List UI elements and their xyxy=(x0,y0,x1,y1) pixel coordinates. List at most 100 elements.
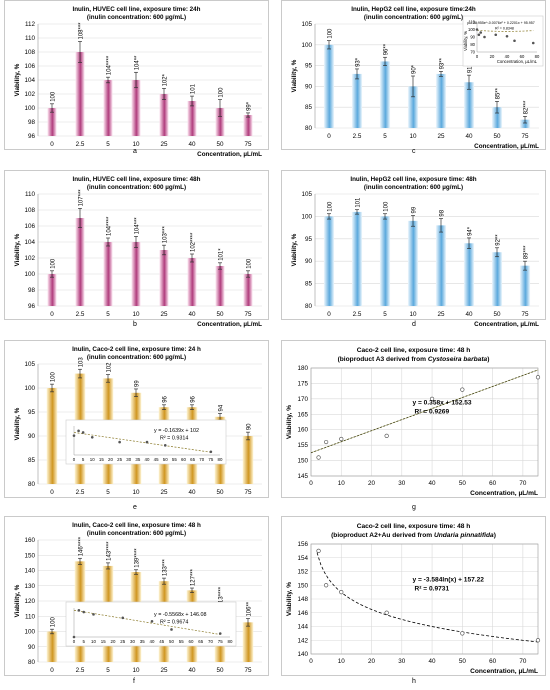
scatter-chart-g: Caco-2 cell line, exposure time: 48 h (bi… xyxy=(281,340,546,498)
data-label: 108*** xyxy=(79,22,85,40)
x-tick-label: 5 xyxy=(106,141,110,148)
x-tick-label: 2.5 xyxy=(76,489,85,496)
bar xyxy=(131,242,141,306)
data-label: 104**** xyxy=(107,216,113,236)
y-tick-label: 142 xyxy=(297,637,308,644)
chart-panel-c: Inulin, HepG2 cell line, exposure time:2… xyxy=(281,0,546,160)
x-tick-label: 25 xyxy=(437,311,445,318)
bar-chart-e: Inulin, Caco-2 cell line, exposure time:… xyxy=(4,340,269,498)
x-tick-label: 40 xyxy=(188,489,196,496)
x-tick-label: 5 xyxy=(106,489,110,496)
bar xyxy=(351,211,363,306)
inset-x-tick: 20 xyxy=(108,457,113,462)
x-tick-label: 75 xyxy=(244,311,252,318)
x-tick-label: 0 xyxy=(50,667,54,674)
y-tick-label: 98 xyxy=(28,119,36,126)
inset-point xyxy=(475,28,479,31)
x-tick-label: 25 xyxy=(160,311,168,318)
inset-x-tick: 65 xyxy=(190,457,195,462)
y-tick-label: 100 xyxy=(301,213,312,220)
bar xyxy=(463,243,475,306)
chart-panel-b: Inulin, HUVEC cell line, exposure time: … xyxy=(4,170,269,330)
chart-panel-e: Inulin, Caco-2 cell line, exposure time:… xyxy=(4,340,269,500)
data-point xyxy=(316,548,321,553)
data-label: 99 xyxy=(135,380,141,387)
inset-x-tick: 55 xyxy=(179,639,184,644)
inset-point xyxy=(209,450,213,454)
x-tick-label: 0 xyxy=(309,480,313,487)
data-label: 100 xyxy=(384,201,390,212)
y-axis-label: Viability, % xyxy=(286,582,293,616)
chart-subtitle: (bioproduct A2+Au derived from Undaria p… xyxy=(331,532,496,539)
x-tick-label: 2.5 xyxy=(76,667,85,674)
inset-point xyxy=(72,635,76,639)
chart-panel-h: Caco-2 cell line, exposure time: 48 h (bi… xyxy=(281,516,546,676)
inset-chart: 0 5 10 15 20 25 30 35 40 45 50 55 60 65 70 75 80 y = -0.5… xyxy=(65,601,237,647)
bar xyxy=(242,622,254,662)
inset-point xyxy=(77,429,80,433)
y-tick-label: 90 xyxy=(305,258,313,265)
data-label: 100 xyxy=(247,258,253,269)
bar xyxy=(187,101,197,136)
inset-point xyxy=(82,610,86,614)
chart-panel-d: Inulin, HepG2 cell line, exposure time: … xyxy=(281,170,546,330)
inset-point xyxy=(145,440,149,444)
inset-point xyxy=(494,33,498,37)
inset-x-tick: 5 xyxy=(82,457,85,462)
inset-point xyxy=(121,616,125,620)
bar-chart-a: Inulin, HUVEC cell line, exposure time: … xyxy=(4,0,269,158)
x-axis-label: Concentration, µL/mL xyxy=(474,143,539,150)
chart-subtitle: (inulin concentration: 600 µg/mL) xyxy=(364,184,463,191)
data-label: 101* xyxy=(219,248,225,261)
x-tick-label: 2.5 xyxy=(353,133,362,140)
bar xyxy=(519,119,531,128)
data-point xyxy=(460,631,465,636)
x-tick-label: 40 xyxy=(429,480,437,487)
data-point xyxy=(324,439,329,445)
data-point xyxy=(535,375,541,380)
inset-x-tick: 25 xyxy=(120,639,125,644)
x-tick-label: 20 xyxy=(368,658,376,665)
bar xyxy=(351,73,363,128)
y-tick-label: 80 xyxy=(28,659,36,666)
inset-x-tick: 0 xyxy=(73,457,76,462)
y-tick-label: 120 xyxy=(24,598,35,605)
y-tick-label: 85 xyxy=(28,457,36,464)
inset-point xyxy=(163,444,167,447)
y-tick-label: 80 xyxy=(28,481,36,488)
inset-point xyxy=(150,620,154,623)
y-axis-label: Viability, % xyxy=(14,584,21,617)
data-point xyxy=(429,396,435,401)
x-tick-label: 10 xyxy=(338,658,346,665)
bar xyxy=(159,94,169,136)
x-tick-label: 20 xyxy=(368,480,376,487)
bar xyxy=(103,242,113,306)
inset-trendline xyxy=(73,609,221,635)
x-tick-label: 50 xyxy=(493,133,501,140)
inset-point xyxy=(92,613,95,616)
x-tick-label: 30 xyxy=(398,658,406,665)
y-tick-label: 100 xyxy=(24,271,35,278)
inset-x-tick: 20 xyxy=(111,639,116,644)
inset-x-tick: 20 xyxy=(490,54,495,59)
y-tick-label: 105 xyxy=(24,361,35,368)
data-label: 93* xyxy=(356,57,362,67)
inset-x-tick: 80 xyxy=(218,457,223,462)
data-point xyxy=(535,638,541,643)
y-tick-label: 145 xyxy=(297,473,308,480)
y-tick-label: 146 xyxy=(297,610,308,617)
inset-x-tick: 70 xyxy=(199,457,204,462)
data-label: 99* xyxy=(247,101,253,111)
data-point xyxy=(324,583,329,588)
chart-subtitle: (inulin concentration: 600 µg/mL) xyxy=(364,14,463,21)
chart-subtitle: (bioproduct A3 derived from Cystoseira b… xyxy=(338,356,490,363)
x-tick-label: 5 xyxy=(106,311,110,318)
chart-title: Inulin, Caco-2 cell line, exposure time:… xyxy=(72,522,201,529)
inset-point xyxy=(479,31,483,34)
x-tick-label: 0 xyxy=(50,489,54,496)
bar xyxy=(435,225,447,306)
bar xyxy=(187,258,197,306)
y-tick-label: 148 xyxy=(297,596,308,603)
bar xyxy=(215,266,225,306)
data-point xyxy=(316,455,321,460)
